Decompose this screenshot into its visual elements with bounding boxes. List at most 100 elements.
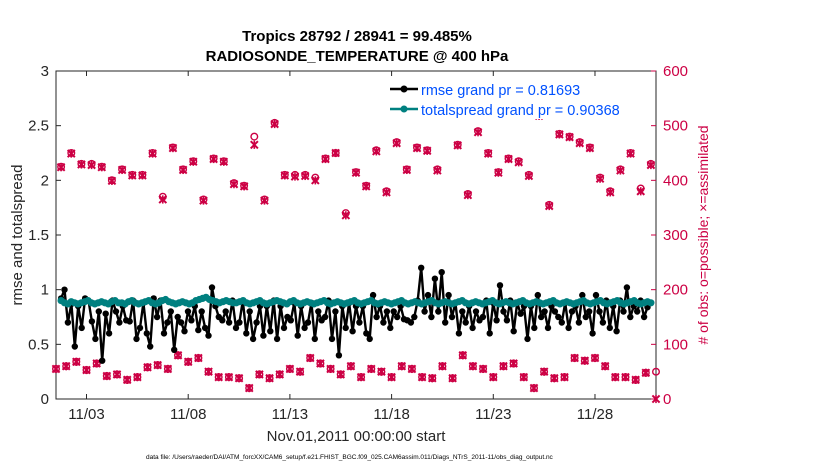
y-left-tick-label: 1.5 — [28, 227, 49, 244]
rmse-point — [335, 352, 343, 359]
rmse-point — [599, 319, 607, 326]
obs-assimilated-upper-marker — [626, 149, 635, 158]
obs-assimilated-upper-marker — [595, 174, 605, 184]
obs-assimilated-upper-marker — [127, 171, 137, 180]
obs-assimilated-lower-marker — [346, 361, 356, 371]
obs-assimilated-upper-marker — [209, 154, 218, 164]
rmse-point — [596, 308, 603, 315]
rmse-point — [524, 335, 531, 343]
rmse-point — [579, 291, 586, 299]
rmse-point — [627, 313, 634, 321]
rmse-point — [311, 335, 318, 343]
x-tick-label: 11/08 — [170, 406, 206, 423]
legend-marker-totalspread — [400, 105, 408, 113]
rmse-point — [394, 313, 401, 321]
rmse-point — [321, 313, 329, 321]
obs-assimilated-lower-marker — [255, 370, 264, 379]
rmse-point — [201, 324, 209, 332]
obs-assimilated-lower-marker — [499, 361, 508, 371]
rmse-point — [472, 308, 480, 315]
rmse-point — [205, 332, 212, 339]
obs-assimilated-upper-marker — [199, 196, 208, 205]
rmse-point — [555, 313, 562, 321]
x-tick-label: 11/13 — [272, 406, 308, 423]
rmse-point — [198, 308, 205, 315]
rmse-point — [634, 308, 641, 315]
rmse-point — [126, 318, 133, 325]
obs-assimilated-lower-marker — [377, 367, 386, 376]
obs-assimilated-lower-marker — [590, 353, 600, 363]
obs-assimilated-upper-marker — [453, 141, 463, 150]
rmse-point — [356, 319, 363, 326]
rmse-point — [147, 343, 154, 350]
legend-label-totalspread: totalspread grand pr = 0.90368 — [421, 103, 620, 119]
obs-assimilated-upper-marker — [463, 190, 473, 200]
obs-assimilated-lower-marker — [285, 364, 295, 374]
obs-assimilated-upper-marker — [280, 171, 290, 180]
y-left-tick-label: 3 — [41, 63, 49, 80]
rmse-point — [575, 319, 583, 326]
y-axis-right: 0 100 200 300 400 500 600 — [651, 63, 688, 408]
obs-assimilated-lower-marker — [621, 372, 630, 382]
rmse-point — [222, 308, 229, 315]
rmse-point — [61, 286, 68, 293]
obs-assimilated-lower-marker — [448, 373, 457, 383]
x-axis: 11/03 11/08 11/13 11/18 11/23 11/28 — [68, 71, 613, 423]
rmse-point — [383, 308, 391, 315]
rmse-point — [171, 346, 178, 353]
obs-assimilated-lower-marker — [305, 353, 315, 363]
obs-assimilated-upper-marker — [351, 168, 361, 177]
obs-assimilated-upper-marker — [372, 147, 381, 156]
rmse-point — [510, 328, 517, 335]
x-tick-label: 11/23 — [475, 406, 511, 423]
rmse-point — [71, 343, 79, 350]
obs-assimilated-upper-marker — [382, 188, 391, 197]
rmse-point — [558, 319, 565, 326]
obs-assimilated-upper-marker — [646, 160, 656, 170]
rmse-point — [493, 317, 500, 324]
obs-assimilated-upper-marker — [138, 171, 147, 180]
obs-assimilated-lower-marker — [173, 350, 183, 360]
rmse-point — [315, 308, 322, 315]
rmse-point — [517, 310, 524, 317]
rmse-point — [592, 291, 600, 299]
obs-assimilated-lower-marker — [468, 361, 478, 371]
rmse-point — [503, 317, 511, 324]
legend: rmse grand pr = 0.81693 totalspread gran… — [386, 77, 640, 119]
x-tick-label: 11/03 — [68, 406, 104, 423]
rmse-point — [448, 313, 456, 321]
obs-assimilated-upper-marker — [321, 154, 330, 164]
rmse-point — [195, 326, 202, 334]
rmse-point — [136, 324, 144, 332]
obs-assimilated-lower-marker — [51, 364, 61, 374]
rmse-point — [102, 310, 109, 317]
rmse-point — [246, 308, 253, 315]
rmse-point — [92, 335, 99, 343]
rmse-point — [184, 308, 192, 315]
obs-assimilated-upper-marker — [473, 127, 483, 137]
obs-assimilated-upper-marker — [412, 143, 422, 153]
rmse-point — [469, 324, 476, 332]
legend-label-rmse: rmse grand pr = 0.81693 — [421, 83, 580, 99]
rmse-point — [568, 308, 576, 315]
rmse-point — [459, 308, 466, 315]
y-right-tick-label: 600 — [663, 63, 688, 80]
chart-title: Tropics 28792 / 28941 = 99.485% — [242, 28, 472, 45]
rmse-point — [112, 308, 120, 315]
rmse-point — [606, 324, 613, 332]
obs-assimilated-lower-marker — [214, 372, 224, 382]
rmse-point — [273, 335, 281, 343]
rmse-point — [342, 324, 349, 332]
obs-assimilated-lower-marker — [295, 367, 305, 376]
rmse-point — [253, 319, 260, 326]
obs-assimilated-lower-marker — [387, 372, 396, 382]
rmse-point — [544, 324, 552, 332]
y-right-tick-label: 100 — [663, 336, 688, 353]
obs-assimilated-lower-marker — [539, 367, 549, 376]
rmse-point — [363, 330, 370, 337]
obs-assimilated-lower-marker — [488, 372, 498, 382]
obs-assimilated-upper-marker — [249, 140, 259, 150]
y-axis-left: 0 0.5 1 1.5 2 2.5 3 — [28, 63, 61, 408]
y-right-tick-label: 400 — [663, 172, 688, 189]
y-left-tick-label: 2.5 — [28, 118, 49, 135]
